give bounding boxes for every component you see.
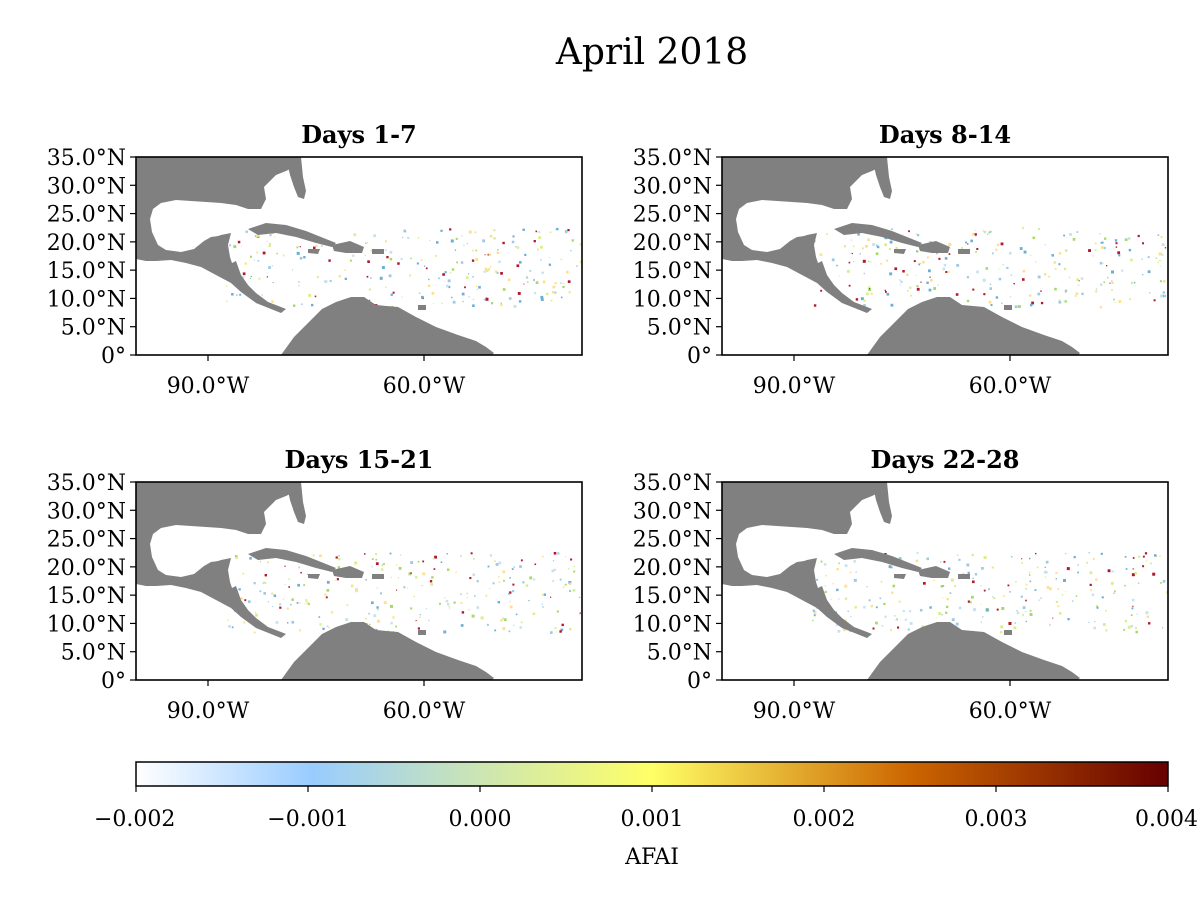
colorbar-tick-label: 0.003 [965,807,1028,832]
x-tick-label: 90.0°W [167,374,250,399]
y-tick-label: 20.0°N [47,231,126,256]
y-tick-label: 20.0°N [633,231,712,256]
y-tick-label: 35.0°N [633,471,712,496]
y-tick-label: 20.0°N [633,556,712,581]
x-tick-label: 90.0°W [167,699,250,724]
y-tick-label: 10.0°N [47,612,126,637]
colorbar-tick-label: −0.002 [94,807,175,832]
y-tick-label: 5.0°N [647,316,712,341]
map-panel: Days 22-28 35.0°N 30.0°N 25.0°N 20.0°N 15.0°N… [633,445,1169,724]
afai-speckles [812,552,1168,634]
y-tick-label: 15.0°N [47,259,126,284]
y-tick-label: 30.0°N [633,499,712,524]
x-tick-label: 90.0°W [753,374,836,399]
x-tick-label: 60.0°W [969,374,1052,399]
colorbar-label: AFAI [624,845,679,870]
y-tick-label: 15.0°N [633,259,712,284]
map-frame [135,156,583,356]
x-tick-label: 60.0°W [383,374,466,399]
y-tick-label: 0° [101,344,126,369]
map-panel: Days 15-21 35.0°N 30.0°N 25.0°N 20.0°N 15.0°N… [47,445,583,724]
y-tick-label: 25.0°N [47,528,126,553]
y-tick-label: 0° [687,344,712,369]
x-tick-label: 60.0°W [969,699,1052,724]
panel-title: Days 1-7 [301,120,417,149]
colorbar-tick-label: −0.001 [267,807,348,832]
x-tick-label: 90.0°W [753,699,836,724]
afai-speckles [226,227,582,308]
colorbar-tick-label: 0.004 [1135,807,1198,832]
y-tick-label: 15.0°N [633,584,712,609]
afai-speckles [227,552,581,635]
y-tick-label: 30.0°N [633,174,712,199]
colorbar-tick-label: 0.001 [621,807,684,832]
y-tick-label: 35.0°N [633,146,712,171]
y-tick-label: 35.0°N [47,471,126,496]
y-tick-label: 5.0°N [61,316,126,341]
y-tick-label: 10.0°N [633,287,712,312]
map-frame [721,481,1169,681]
map-panel: Days 8-14 35.0°N 30.0°N 25.0°N 20.0°N 15.0°N 1… [633,120,1169,399]
y-tick-label: 0° [101,669,126,694]
y-tick-label: 25.0°N [633,528,712,553]
y-tick-label: 15.0°N [47,584,126,609]
y-tick-label: 30.0°N [47,174,126,199]
y-tick-label: 5.0°N [61,641,126,666]
x-tick-label: 60.0°W [383,699,466,724]
colorbar: −0.002 −0.001 0.000 0.001 0.002 0.003 0.004 AF… [94,761,1198,870]
afai-speckles [812,227,1167,309]
colorbar-tick-label: 0.002 [793,807,856,832]
y-tick-label: 25.0°N [47,203,126,228]
y-tick-label: 20.0°N [47,556,126,581]
y-tick-label: 10.0°N [633,612,712,637]
map-panel: Days 1-7 35.0°N 30.0°N 25.0°N 20.0°N 15.0°N 10… [47,120,583,399]
panel-title: Days 15-21 [285,445,434,474]
map-frame [721,156,1169,356]
panel-title: Days 22-28 [871,445,1020,474]
colorbar-gradient [135,761,1169,787]
panel-title: Days 8-14 [879,120,1011,149]
y-tick-label: 35.0°N [47,146,126,171]
y-tick-label: 10.0°N [47,287,126,312]
figure-title: April 2018 [555,32,748,73]
colorbar-tick-label: 0.000 [449,807,512,832]
map-frame [135,481,583,681]
y-tick-label: 5.0°N [647,641,712,666]
y-tick-label: 0° [687,669,712,694]
y-tick-label: 30.0°N [47,499,126,524]
panel-grid: Days 1-7 35.0°N 30.0°N 25.0°N 20.0°N 15.0°N 10… [47,120,1169,724]
y-tick-label: 25.0°N [633,203,712,228]
